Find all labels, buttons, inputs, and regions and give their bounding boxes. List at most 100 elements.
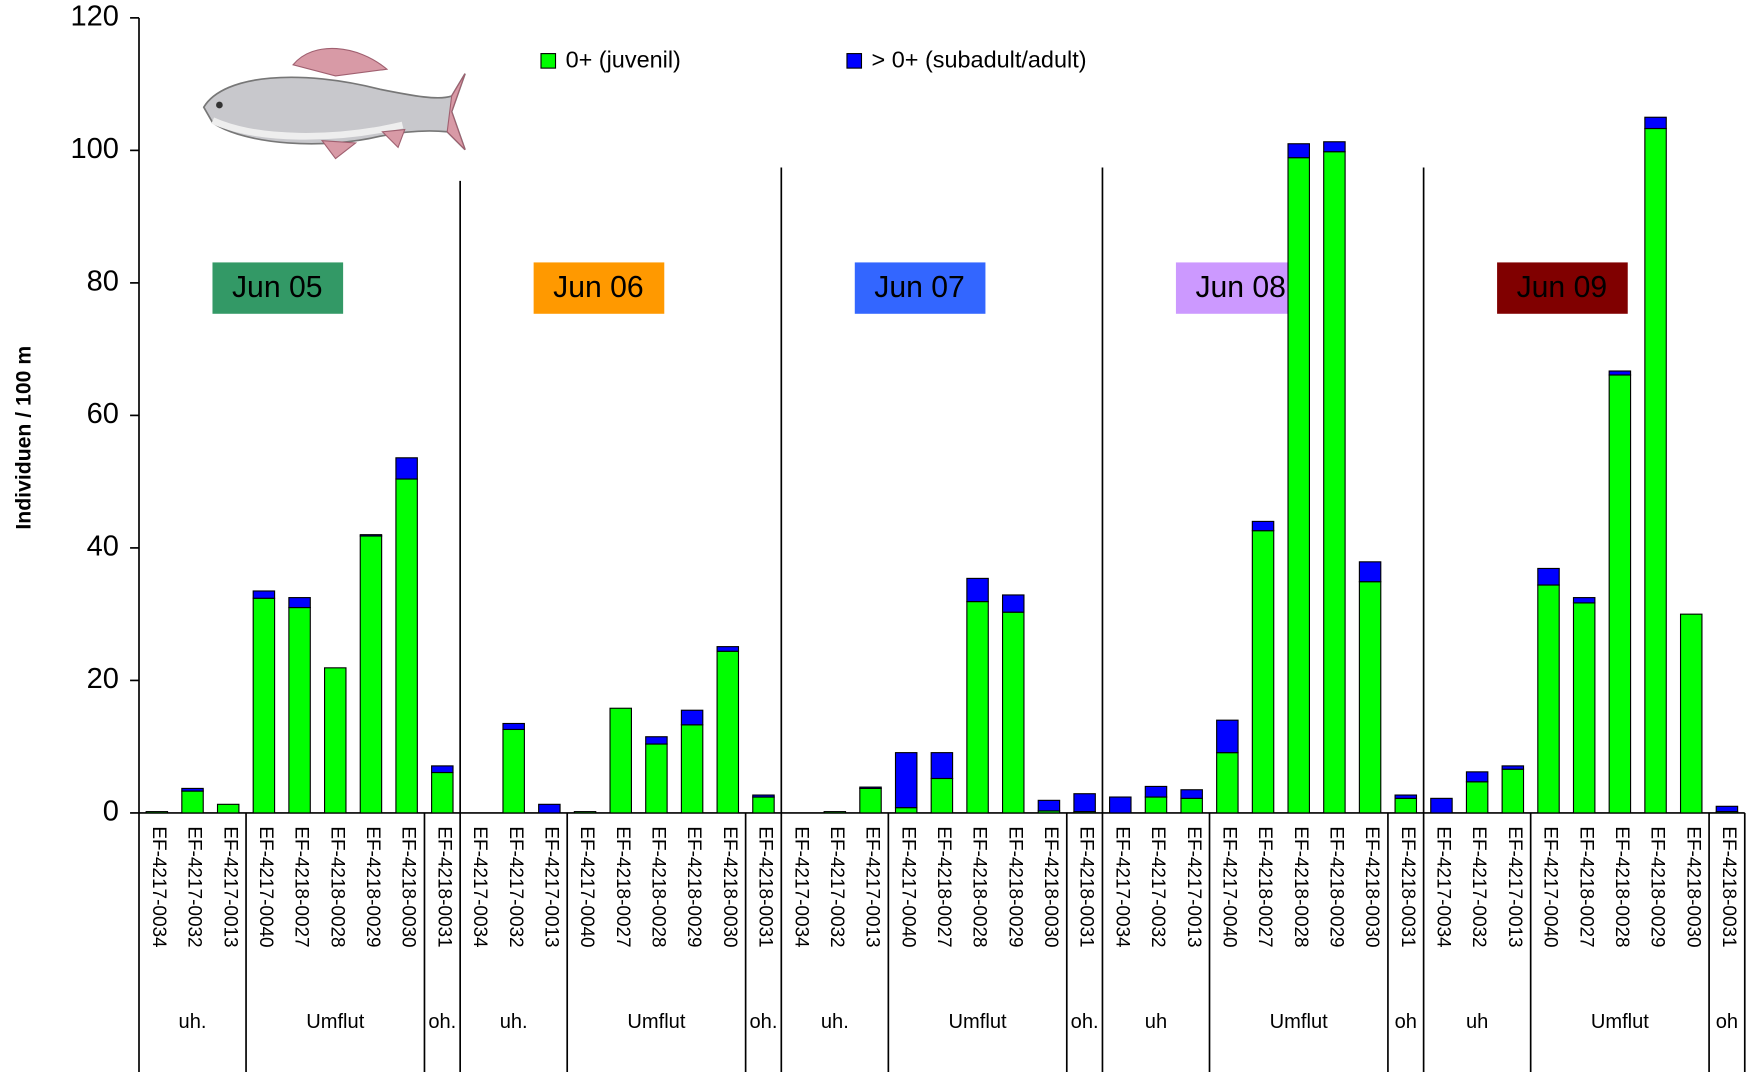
- bar-segment: [1358, 581, 1382, 814]
- x-tick-label: EF-4218-0028: [1611, 826, 1632, 947]
- legend-label: 0+ (juvenil): [566, 47, 681, 73]
- bar-segment: [1180, 789, 1203, 799]
- bar-segment: [1001, 594, 1025, 613]
- legend-swatch: [540, 53, 557, 69]
- bar-segment: [752, 794, 775, 798]
- x-tick-label: EF-4218-0028: [326, 826, 347, 947]
- bar-segment: [1608, 370, 1632, 376]
- bar-segment: [573, 811, 597, 814]
- bar-segment: [1037, 799, 1061, 812]
- bar-segment: [1715, 805, 1739, 813]
- bar-segment: [609, 707, 632, 814]
- bar-segment: [1144, 785, 1168, 798]
- legend-swatch: [846, 53, 863, 69]
- x-tick-label: EF-4218-0027: [1575, 826, 1596, 947]
- bar-segment: [1144, 796, 1168, 814]
- panel-label: Jun 09: [1517, 271, 1608, 304]
- bar-segment: [431, 771, 454, 814]
- bar-segment: [1216, 752, 1239, 814]
- x-tick-label: EF-4218-0027: [933, 826, 954, 947]
- group-label: uh.: [500, 1011, 528, 1033]
- bar-segment: [645, 743, 668, 814]
- bar-segment: [966, 577, 989, 603]
- x-tick-label: EF-4218-0027: [1254, 826, 1275, 947]
- group-label: Umflut: [306, 1011, 364, 1033]
- bar-segment: [538, 803, 561, 814]
- group-label: uh.: [179, 1011, 207, 1033]
- y-tick-label: 80: [87, 266, 119, 298]
- bar-segment: [1537, 584, 1560, 814]
- bar-segment: [1180, 797, 1203, 814]
- bar-segment: [1287, 157, 1310, 814]
- group-label: Umflut: [949, 1011, 1007, 1033]
- bar-segment: [359, 535, 383, 814]
- x-tick-label: EF-4218-0028: [969, 826, 990, 947]
- bar-segment: [323, 667, 347, 814]
- x-tick-label: EF-4218-0030: [1682, 826, 1703, 947]
- bar-segment: [1251, 520, 1275, 532]
- panel-label-box: [854, 262, 986, 314]
- x-tick-label: EF-4218-0031: [1397, 826, 1418, 947]
- bar-segment: [1358, 561, 1382, 583]
- bar-segment: [145, 811, 169, 814]
- x-tick-label: EF-4217-0040: [255, 826, 276, 947]
- bar-segment: [1465, 771, 1489, 783]
- x-tick-label: EF-4217-0034: [790, 826, 811, 947]
- x-tick-label: EF-4217-0034: [1111, 826, 1132, 947]
- bar-segment: [1216, 719, 1239, 754]
- group-label: oh.: [428, 1011, 456, 1033]
- x-tick-label: EF-4218-0029: [1326, 826, 1347, 947]
- x-tick-label: EF-4218-0029: [1004, 826, 1025, 947]
- panel-label: Jun 08: [1195, 271, 1286, 304]
- x-tick-label: EF-4218-0028: [1290, 826, 1311, 947]
- bar-segment: [1001, 611, 1025, 814]
- bar-segment: [1644, 116, 1667, 130]
- group-label: Umflut: [1270, 1011, 1328, 1033]
- x-tick-label: EF-4217-0040: [1218, 826, 1239, 947]
- bar-segment: [1572, 602, 1596, 814]
- bar-segment: [1679, 613, 1703, 814]
- bar-segment: [1501, 765, 1525, 770]
- bar-segment: [930, 777, 954, 814]
- group-label: uh: [1145, 1011, 1167, 1033]
- x-tick-label: EF-4218-0030: [1040, 826, 1061, 947]
- bar-segment: [1608, 374, 1632, 814]
- bar-segment: [680, 709, 704, 726]
- bar-segment: [181, 790, 204, 814]
- bar-segment: [395, 478, 418, 814]
- x-tick-label: EF-4217-0013: [1504, 826, 1525, 947]
- legend-label: > 0+ (subadult/adult): [872, 47, 1087, 73]
- group-label: uh: [1466, 1011, 1488, 1033]
- x-tick-label: EF-4218-0031: [1076, 826, 1097, 947]
- x-tick-label: EF-4217-0040: [1540, 826, 1561, 947]
- group-label: Umflut: [1591, 1011, 1649, 1033]
- bar-segment: [894, 752, 918, 809]
- x-tick-label: EF-4218-0031: [433, 826, 454, 947]
- bar-segment: [359, 534, 383, 537]
- bar-segment: [1323, 151, 1346, 814]
- bar-segment: [680, 724, 704, 814]
- bar-segment: [1323, 141, 1346, 153]
- x-tick-label: EF-4218-0030: [1361, 826, 1382, 947]
- bar-segment: [930, 752, 954, 780]
- panel-label: Jun 07: [874, 271, 965, 304]
- bar-segment: [716, 646, 740, 652]
- bar-segment: [859, 787, 882, 814]
- group-label: uh.: [821, 1011, 849, 1033]
- group-label: oh: [1395, 1011, 1417, 1033]
- bar-segment: [859, 786, 882, 789]
- bar-segment: [823, 811, 847, 814]
- x-tick-label: EF-4218-0029: [1647, 826, 1668, 947]
- bar-segment: [288, 597, 311, 609]
- x-tick-label: EF-4218-0027: [291, 826, 312, 947]
- x-tick-label: EF-4218-0030: [719, 826, 740, 947]
- y-axis-label: Individuen / 100 m: [13, 346, 36, 530]
- bar-segment: [894, 807, 918, 814]
- bar-segment: [966, 601, 989, 814]
- group-label: oh: [1716, 1011, 1738, 1033]
- x-tick-label: EF-4218-0028: [648, 826, 669, 947]
- bar-segment: [716, 650, 740, 814]
- panel-label-box: [1175, 262, 1307, 314]
